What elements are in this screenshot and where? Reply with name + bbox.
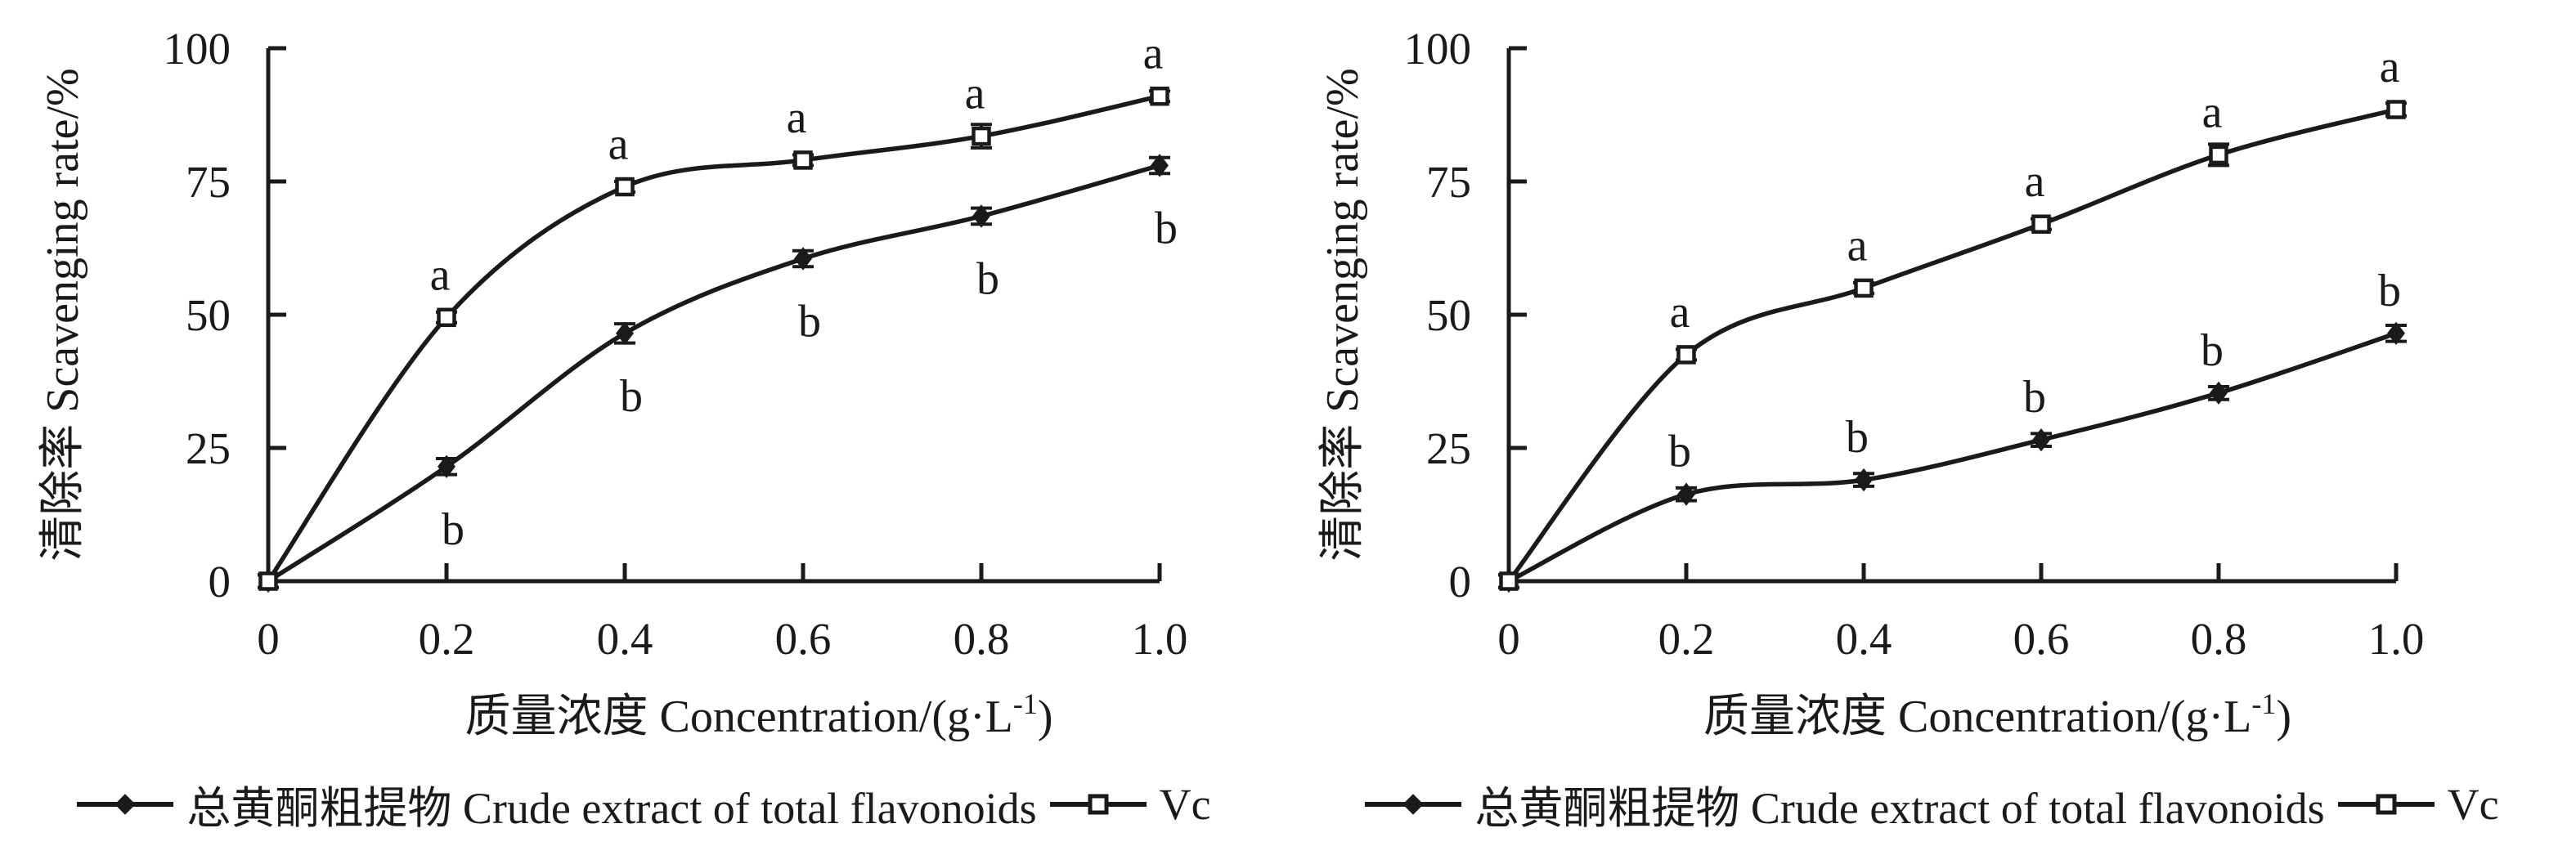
data-point-vc: [793, 150, 813, 170]
x-tick-label: 0: [1497, 614, 1520, 664]
data-point-vc: [1854, 278, 1874, 298]
y-tick-label: 0: [209, 557, 231, 607]
significance-label: b: [442, 504, 464, 555]
y-axis-title: 清除率 Scavenging rate/%: [1317, 68, 1368, 561]
data-point-vc: [1499, 571, 1519, 591]
legend-label-vc: Vc: [1159, 779, 1211, 829]
x-tick-label: 1.0: [1132, 614, 1188, 664]
data-point-flavonoids: [1151, 154, 1169, 177]
y-tick-label: 75: [186, 157, 231, 207]
data-point-vc: [2031, 214, 2051, 234]
data-point-vc: [2209, 145, 2228, 165]
open-square-icon: [1088, 794, 1109, 814]
data-point-flavonoids: [2387, 321, 2405, 346]
series-curve-vc: [266, 93, 1162, 584]
data-point-flavonoids: [616, 321, 634, 346]
significance-label: a: [1143, 29, 1164, 79]
y-axis-title: 清除率 Scavenging rate/%: [38, 68, 88, 561]
significance-label: a: [430, 249, 451, 300]
y-tick-label: 25: [186, 423, 231, 473]
x-axis-title: 质量浓度 Concentration/(g·L-1): [465, 687, 1053, 742]
legend-label-vc: Vc: [2447, 779, 2499, 829]
x-tick-label: 0.8: [2191, 614, 2247, 664]
data-point-flavonoids: [2032, 428, 2050, 452]
x-tick-label: 0.4: [1836, 614, 1892, 664]
data-point-flavonoids: [794, 247, 812, 271]
significance-label: a: [2380, 42, 2400, 92]
x-tick-label: 0.8: [954, 614, 1010, 664]
legend-left: 总黄酮粗提物 Crude extract of total flavonoids…: [0, 772, 1288, 836]
data-point-vc: [972, 126, 991, 146]
significance-label: a: [787, 92, 807, 143]
data-point-vc: [258, 571, 278, 591]
significance-label: b: [1668, 427, 1691, 477]
data-point-flavonoids: [972, 204, 990, 228]
chart-left: 0 25 50 75 100 0 0.2 0.4 0.6 0.8 1.0 清除率 Scavenging…: [0, 24, 1288, 836]
y-tick-label: 25: [1426, 423, 1471, 473]
significance-label: b: [798, 297, 821, 347]
legend-swatch-vc: [2337, 781, 2435, 827]
significance-label: b: [1155, 203, 1178, 253]
data-point-flavonoids: [1855, 468, 1873, 492]
x-axis-title: 质量浓度 Concentration/(g·L-1): [1703, 687, 2291, 742]
significance-label: a: [2025, 156, 2045, 207]
plot-left: 0 25 50 75 100 0 0.2 0.4 0.6 0.8 1.0 清除率 Scavenging…: [38, 24, 1188, 742]
data-point-vc: [2386, 100, 2406, 119]
legend-swatch-vc: [1049, 781, 1147, 827]
y-tick-label: 50: [186, 290, 231, 340]
series-curve-flavonoids: [1506, 331, 2399, 584]
significance-label: b: [976, 253, 999, 304]
x-tick-label: 0.2: [1658, 614, 1715, 664]
x-tick-label: 0.6: [775, 614, 832, 664]
legend-swatch-flavonoids: [1365, 781, 1462, 827]
data-point-vc: [615, 177, 635, 197]
y-tick-label: 75: [1426, 157, 1471, 207]
significance-label: b: [2201, 325, 2224, 376]
significance-label: a: [1670, 287, 1690, 338]
legend-label-flavonoids: 总黄酮粗提物 Crude extract of total flavonoids: [186, 784, 1037, 833]
x-tick-label: 0: [257, 614, 280, 664]
y-tick-label: 100: [164, 24, 231, 74]
series-curve-flavonoids: [266, 163, 1162, 584]
data-point-vc: [1676, 345, 1696, 365]
open-square-icon: [2376, 794, 2397, 814]
chart-right: 0 25 50 75 100 0 0.2 0.4 0.6 0.8 1.0 清除率 Scavenging…: [1288, 0, 2576, 864]
plot-right: 0 25 50 75 100 0 0.2 0.4 0.6 0.8 1.0 清除率 Scavenging…: [1317, 24, 2425, 742]
data-point-flavonoids: [2210, 381, 2228, 405]
x-tick-label: 1.0: [2368, 614, 2425, 664]
significance-label: a: [1847, 220, 1868, 271]
significance-label: b: [2023, 372, 2046, 423]
y-tick-label: 0: [1449, 557, 1472, 607]
axes: [1506, 48, 2396, 584]
significance-label: b: [2378, 266, 2401, 316]
legend-swatch-flavonoids: [77, 781, 174, 827]
significance-label: b: [620, 371, 643, 422]
filled-diamond-icon: [114, 793, 137, 815]
x-tick-label: 0.2: [419, 614, 475, 664]
x-tick-label: 0.4: [597, 614, 653, 664]
data-point-flavonoids: [1677, 482, 1695, 506]
legend-right: 总黄酮粗提物 Crude extract of total flavonoids…: [1288, 772, 2576, 836]
significance-label: a: [2202, 87, 2223, 137]
data-point-flavonoids: [438, 454, 456, 479]
x-tick-label: 0.6: [2013, 614, 2070, 664]
significance-label: a: [965, 69, 985, 119]
filled-diamond-icon: [1402, 793, 1425, 815]
significance-label: b: [1846, 412, 1869, 463]
y-tick-label: 100: [1404, 24, 1472, 74]
data-point-vc: [1150, 86, 1169, 106]
data-point-vc: [437, 307, 456, 328]
significance-label: a: [608, 119, 629, 170]
legend-label-flavonoids: 总黄酮粗提物 Crude extract of total flavonoids: [1474, 784, 2325, 833]
y-tick-label: 50: [1426, 290, 1471, 340]
